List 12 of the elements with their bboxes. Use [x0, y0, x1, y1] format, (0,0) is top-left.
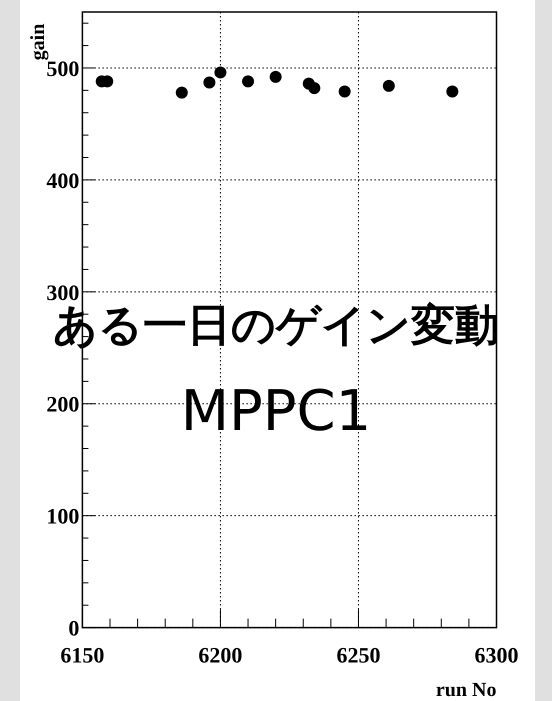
y-tick-label: 0 — [68, 616, 80, 641]
y-tick-label: 400 — [46, 168, 80, 193]
y-axis-title: gain — [27, 24, 49, 60]
y-tick-label: 200 — [46, 392, 80, 417]
text: MPPC1 — [180, 379, 372, 444]
y-tick-label: 100 — [46, 504, 80, 529]
y-tick-label: 300 — [46, 280, 80, 305]
x-tick-label: 6250 — [336, 642, 380, 668]
x-tick-label: 6150 — [60, 642, 104, 668]
x-tick-label: 6300 — [474, 642, 518, 668]
x-tick-label: 6200 — [198, 642, 242, 668]
x-axis-title: run No — [436, 679, 496, 701]
